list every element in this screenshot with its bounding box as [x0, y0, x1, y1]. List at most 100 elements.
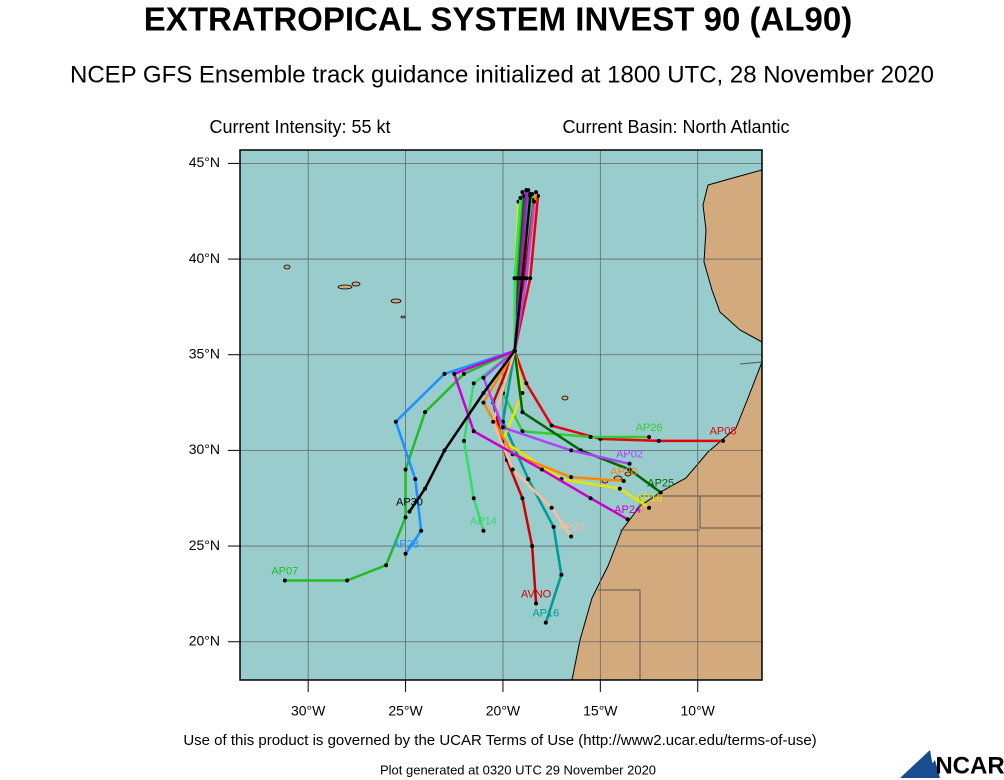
x-tick-label: 20°W — [486, 703, 521, 719]
track-point — [627, 461, 632, 466]
track-point — [518, 195, 523, 200]
track-point — [524, 188, 529, 193]
borders — [598, 361, 762, 680]
track-point — [551, 524, 556, 529]
track-point — [621, 479, 626, 484]
track-point — [534, 190, 539, 195]
track-point — [627, 467, 632, 472]
track-point — [549, 505, 554, 510]
track-label: AP08 — [710, 426, 737, 438]
generated: Plot generated at 0320 UTC 29 November 2… — [380, 762, 656, 777]
track-point — [520, 429, 525, 434]
x-tick-label: 10°W — [681, 703, 716, 719]
track-label: AP02 — [616, 449, 643, 461]
track-point — [461, 438, 466, 443]
track-point — [549, 423, 554, 428]
iberia — [702, 169, 762, 343]
track-point — [528, 193, 533, 198]
track-point — [647, 435, 652, 440]
track-label: AP18 — [636, 493, 663, 505]
x-tick-label: 15°W — [583, 703, 618, 719]
track-point — [512, 276, 517, 281]
title: EXTRATROPICAL SYSTEM INVEST 90 (AL90) — [144, 1, 852, 38]
track-point — [526, 477, 531, 482]
track-point — [543, 620, 548, 625]
track-point — [647, 505, 652, 510]
track-label: AP28 — [392, 539, 419, 551]
track-point — [528, 276, 533, 281]
track-point — [520, 410, 525, 415]
track-point — [481, 528, 486, 533]
track-label: AP24 — [614, 504, 641, 516]
track-point — [520, 190, 525, 195]
subtitle: NCEP GFS Ensemble track guidance initial… — [70, 61, 934, 88]
track-point — [588, 496, 593, 501]
x-tick-label: 25°W — [388, 703, 423, 719]
track-point — [536, 193, 541, 198]
track-point — [471, 381, 476, 386]
track-point — [481, 400, 486, 405]
track-point — [530, 544, 535, 549]
track — [513, 195, 724, 443]
track-point — [721, 438, 726, 443]
track-label: AP07 — [271, 565, 298, 577]
map: AP08 AP26 AP07 AP28 AVNO AP16 AP18 AP25 AP20 AP14… — [240, 150, 762, 680]
track-label: AVNO — [521, 588, 552, 600]
track-point — [524, 381, 529, 386]
track-point — [442, 448, 447, 453]
track-point — [569, 448, 574, 453]
track-point — [625, 517, 630, 522]
track-label: AP16 — [532, 608, 559, 620]
y-tick-label: 30°N — [189, 441, 220, 457]
track-point — [403, 515, 408, 520]
y-tick-label: 45°N — [189, 154, 220, 170]
track-label: AP20 — [610, 466, 637, 478]
track-label: AP30 — [396, 497, 423, 509]
y-tick-label: 40°N — [189, 250, 220, 266]
track-point — [617, 486, 622, 491]
track-point — [491, 419, 496, 424]
track-point — [512, 348, 517, 353]
track-point — [282, 578, 287, 583]
track-point — [559, 572, 564, 577]
track-label: AP14 — [470, 516, 497, 528]
track-point — [569, 475, 574, 480]
track-point — [520, 276, 525, 281]
track-point — [481, 375, 486, 380]
track-point — [384, 563, 389, 568]
track-point — [656, 438, 661, 443]
x-tick-label: 30°W — [291, 703, 326, 719]
track-point — [524, 276, 529, 281]
track-point — [403, 551, 408, 556]
track-point — [500, 425, 505, 430]
track-label: AP26 — [636, 422, 663, 434]
track-point — [569, 534, 574, 539]
africa — [571, 361, 762, 680]
basin: Current Basin: North Atlantic — [562, 117, 789, 137]
track-point — [534, 601, 539, 606]
track-point — [413, 477, 418, 482]
track-point — [452, 371, 457, 376]
track-point — [658, 490, 663, 495]
track-point — [407, 509, 412, 514]
track-point — [539, 467, 544, 472]
terms: Use of this product is governed by the U… — [183, 732, 816, 749]
logo: NCAR — [935, 752, 1004, 779]
islands — [283, 264, 632, 484]
track-point — [510, 467, 515, 472]
track-label: AP25 — [647, 477, 674, 489]
track-point — [403, 467, 408, 472]
map-frame — [239, 149, 763, 681]
track-point — [471, 429, 476, 434]
track-point — [393, 419, 398, 424]
y-tick-label: 20°N — [189, 632, 220, 648]
track-point — [423, 410, 428, 415]
intensity: Current Intensity: 55 kt — [209, 117, 390, 137]
track-point — [442, 371, 447, 376]
y-tick-label: 25°N — [189, 537, 220, 553]
track-label: AP22 — [558, 521, 585, 533]
track-point — [345, 578, 350, 583]
track-point — [419, 528, 424, 533]
track-point — [423, 486, 428, 491]
